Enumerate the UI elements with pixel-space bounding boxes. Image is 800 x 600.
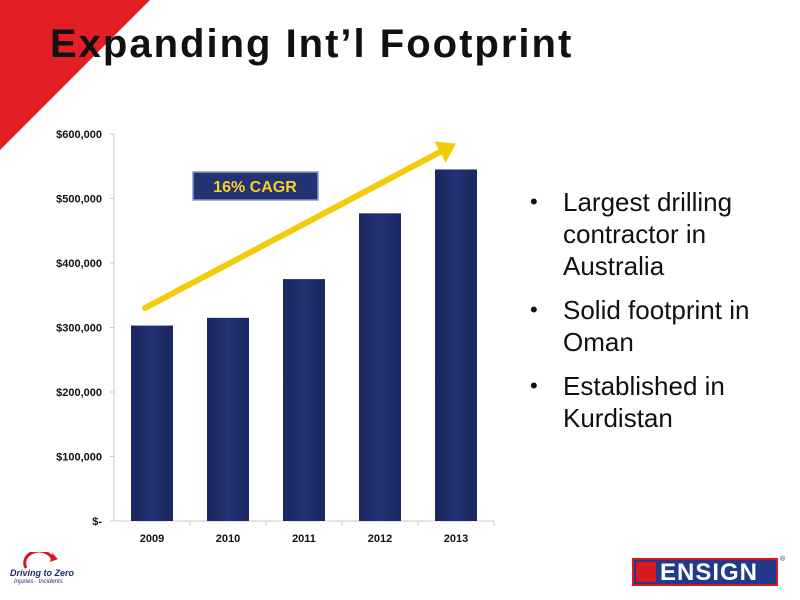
x-tick-label: 2009 [140, 533, 164, 545]
x-tick-label: 2011 [292, 533, 316, 545]
y-tick-label: $200,000 [56, 387, 102, 399]
bar [435, 169, 477, 521]
y-tick-label: $400,000 [56, 258, 102, 270]
bullet-text: Established in Kurdistan [563, 371, 725, 433]
driving-to-zero-text: Driving to Zero [10, 568, 75, 578]
cagr-arrow-head-icon [434, 141, 456, 163]
cagr-box [192, 171, 319, 201]
ensign-flag-icon [636, 562, 656, 582]
circular-arrows-icon [23, 552, 58, 569]
bullet-item: • Established in Kurdistan [530, 370, 770, 434]
registered-mark: ® [780, 556, 786, 563]
corner-accent [0, 0, 150, 150]
bullet-dot-icon: • [530, 189, 538, 214]
y-tick-label: $600,000 [56, 129, 102, 141]
bullet-text: Largest drilling contractor in Australia [563, 187, 733, 281]
y-tick-label: $300,000 [56, 323, 102, 335]
ensign-logo-text: ENSIGN [660, 559, 759, 586]
y-tick-label: $500,000 [56, 194, 102, 206]
y-tick-label: $- [92, 516, 102, 528]
bar [207, 317, 249, 521]
x-tick-label: 2010 [216, 533, 240, 545]
bullet-item: • Solid footprint in Oman [530, 294, 770, 358]
bullet-list: • Largest drilling contractor in Australi… [530, 186, 770, 446]
bullet-item: • Largest drilling contractor in Australi… [530, 186, 770, 282]
driving-to-zero-logo: Driving to Zero Injuries · Incidents [8, 552, 88, 594]
bullet-dot-icon: • [530, 373, 538, 398]
ensign-logo: ENSIGN [632, 558, 778, 586]
bar [131, 325, 173, 521]
bar [359, 213, 401, 521]
bullet-text: Solid footprint in Oman [563, 295, 750, 357]
driving-to-zero-subtext: Injuries · Incidents [14, 579, 63, 585]
x-tick-label: 2012 [368, 533, 392, 545]
slide-title: Expanding Int’l Footprint [50, 22, 574, 66]
cagr-arrow-line [142, 149, 443, 311]
cagr-label: 16% CAGR [213, 179, 297, 196]
bullet-dot-icon: • [530, 297, 538, 322]
bar [283, 279, 325, 521]
x-tick-label: 2013 [444, 533, 468, 545]
y-tick-label: $100,000 [56, 452, 102, 464]
